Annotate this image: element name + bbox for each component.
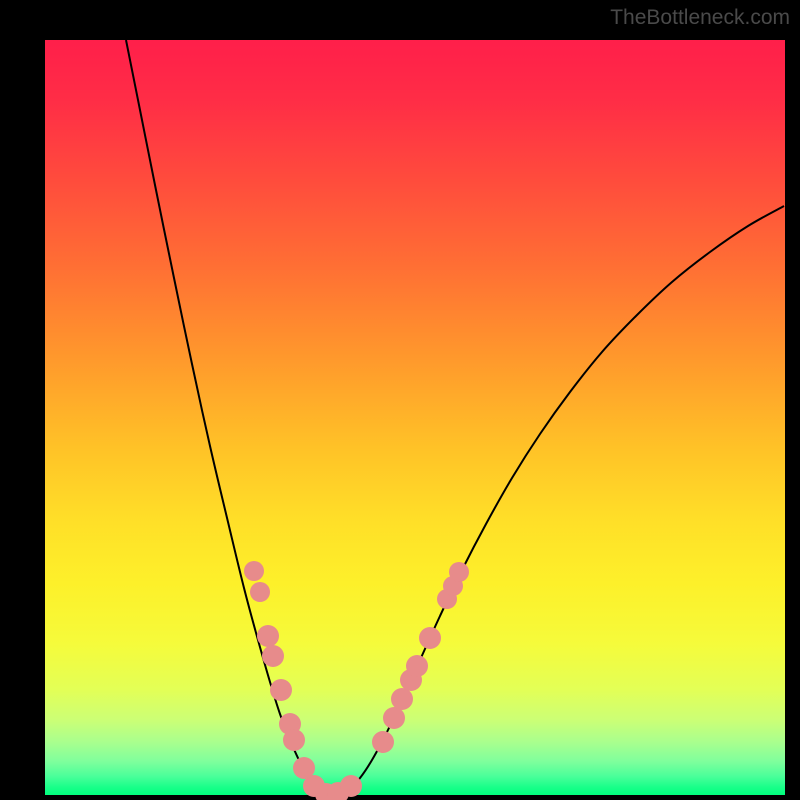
data-marker	[244, 561, 264, 581]
bottleneck-chart	[0, 0, 800, 800]
data-marker	[419, 627, 441, 649]
data-marker	[257, 625, 279, 647]
data-marker	[340, 775, 362, 797]
data-marker	[283, 729, 305, 751]
data-marker	[262, 645, 284, 667]
data-marker	[270, 679, 292, 701]
data-marker	[383, 707, 405, 729]
chart-container: TheBottleneck.com	[0, 0, 800, 800]
data-marker	[406, 655, 428, 677]
data-marker	[449, 562, 469, 582]
data-marker	[372, 731, 394, 753]
data-marker	[391, 688, 413, 710]
data-marker	[250, 582, 270, 602]
watermark-text: TheBottleneck.com	[610, 6, 790, 30]
